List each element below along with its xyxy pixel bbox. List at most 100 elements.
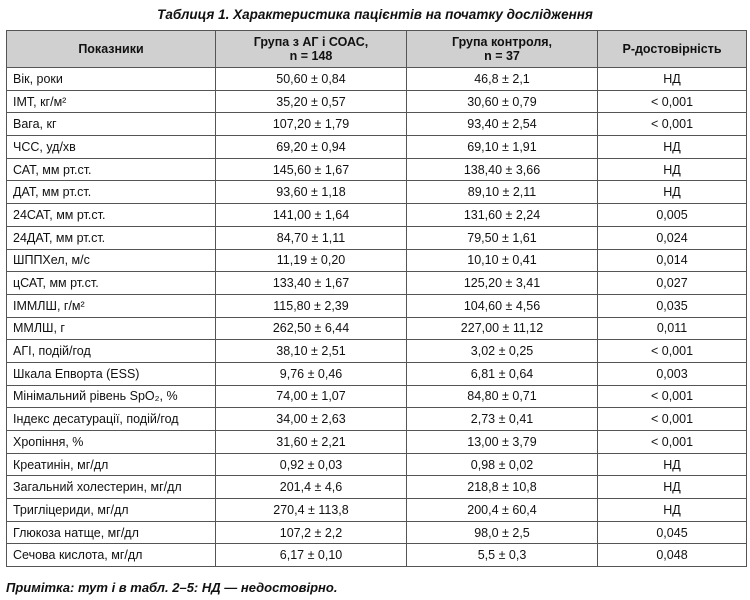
header-group-osa-text: Група з АГ і СОАС, n = 148	[253, 35, 369, 63]
cell-group-control: 2,73 ± 0,41	[406, 407, 598, 431]
cell-indicator: Вага, кг	[6, 112, 216, 137]
cell-group-control: 98,0 ± 2,5	[406, 520, 598, 545]
cell-p-value: < 0,001	[597, 89, 747, 114]
table-row: Глюкоза натще, мг/дл 107,2 ± 2,2 98,0 ± 2,…	[6, 520, 747, 545]
cell-group-control: 10,10 ± 0,41	[406, 248, 598, 273]
cell-indicator: Мінімальний рівень SpO₂, %	[6, 384, 216, 409]
cell-p-value: 0,014	[597, 248, 747, 273]
cell-p-value: 0,003	[597, 361, 747, 386]
cell-indicator: Шкала Епворта (ESS)	[6, 361, 216, 386]
cell-indicator: Загальний холестерин, мг/дл	[6, 475, 216, 500]
cell-indicator: Глюкоза натще, мг/дл	[6, 520, 216, 545]
cell-group-control: 138,40 ± 3,66	[406, 157, 598, 182]
cell-indicator: цСАТ, мм рт.ст.	[6, 271, 216, 295]
cell-group-control: 69,10 ± 1,91	[406, 135, 598, 159]
cell-group-control: 84,80 ± 0,71	[406, 384, 598, 409]
table-row: АГІ, подій/год 38,10 ± 2,51 3,02 ± 0,25 < 0…	[6, 339, 747, 363]
cell-indicator: ММЛШ, г	[6, 316, 216, 341]
cell-group-osa: 107,20 ± 1,79	[215, 112, 407, 137]
cell-p-value: < 0,001	[597, 430, 747, 454]
cell-group-osa: 11,19 ± 0,20	[215, 248, 407, 273]
cell-group-control: 5,5 ± 0,3	[406, 543, 598, 568]
cell-group-osa: 74,00 ± 1,07	[215, 384, 407, 409]
cell-indicator: 24ДАТ, мм рт.ст.	[6, 225, 216, 250]
cell-group-control: 0,98 ± 0,02	[406, 452, 598, 477]
cell-indicator: ДАТ, мм рт.ст.	[6, 180, 216, 205]
table-row: 24САТ, мм рт.ст. 141,00 ± 1,64 131,60 ± 2,…	[6, 203, 747, 227]
table-row: Сечова кислота, мг/дл 6,17 ± 0,10 5,5 ± 0,…	[6, 543, 747, 568]
table-row: ЧСС, уд/хв 69,20 ± 0,94 69,10 ± 1,91 НД	[6, 135, 747, 159]
cell-group-control: 89,10 ± 2,11	[406, 180, 598, 205]
table-row: 24ДАТ, мм рт.ст. 84,70 ± 1,11 79,50 ± 1,61…	[6, 225, 747, 250]
cell-indicator: ІМТ, кг/м²	[6, 89, 216, 114]
cell-p-value: 0,027	[597, 271, 747, 295]
table-caption: Таблиця 1. Характеристика пацієнтів на п…	[157, 7, 593, 22]
table-row: Хропіння, % 31,60 ± 2,21 13,00 ± 3,79 < 0,0…	[6, 430, 747, 454]
table-row: Шкала Епворта (ESS) 9,76 ± 0,46 6,81 ± 0,6…	[6, 361, 747, 386]
table-row: ШППХел, м/с 11,19 ± 0,20 10,10 ± 0,41 0,014	[6, 248, 747, 273]
table-row: Загальний холестерин, мг/дл 201,4 ± 4,6 21…	[6, 475, 747, 500]
cell-group-osa: 50,60 ± 0,84	[215, 67, 407, 91]
cell-group-control: 93,40 ± 2,54	[406, 112, 598, 137]
cell-p-value: 0,024	[597, 225, 747, 250]
cell-p-value: НД	[597, 135, 747, 159]
table-row: ММЛШ, г 262,50 ± 6,44 227,00 ± 11,12 0,011	[6, 316, 747, 341]
cell-p-value: 0,045	[597, 520, 747, 545]
header-group-osa: Група з АГ і СОАС, n = 148	[215, 30, 407, 68]
cell-group-osa: 84,70 ± 1,11	[215, 225, 407, 250]
cell-group-osa: 107,2 ± 2,2	[215, 520, 407, 545]
cell-group-control: 227,00 ± 11,12	[406, 316, 598, 341]
cell-p-value: 0,005	[597, 203, 747, 227]
cell-p-value: < 0,001	[597, 339, 747, 363]
cell-p-value: НД	[597, 157, 747, 182]
table-row: САТ, мм рт.ст. 145,60 ± 1,67 138,40 ± 3,66…	[6, 157, 747, 182]
table-row: ІММЛШ, г/м² 115,80 ± 2,39 104,60 ± 4,56 0,0…	[6, 293, 747, 318]
cell-p-value: < 0,001	[597, 407, 747, 431]
table-row: Тригліцериди, мг/дл 270,4 ± 113,8 200,4 ± …	[6, 498, 747, 522]
cell-p-value: НД	[597, 498, 747, 522]
cell-group-osa: 0,92 ± 0,03	[215, 452, 407, 477]
cell-group-osa: 270,4 ± 113,8	[215, 498, 407, 522]
header-indicators: Показники	[6, 30, 216, 68]
cell-p-value: НД	[597, 67, 747, 91]
header-group-control: Група контроля, n = 37	[406, 30, 598, 68]
cell-p-value: 0,011	[597, 316, 747, 341]
cell-indicator: Креатинін, мг/дл	[6, 452, 216, 477]
table-footnote: Примітка: тут і в табл. 2–5: НД — недост…	[6, 580, 338, 595]
cell-indicator: 24САТ, мм рт.ст.	[6, 203, 216, 227]
cell-p-value: 0,048	[597, 543, 747, 568]
cell-indicator: ШППХел, м/с	[6, 248, 216, 273]
cell-indicator: Вік, роки	[6, 67, 216, 91]
cell-group-control: 200,4 ± 60,4	[406, 498, 598, 522]
cell-p-value: 0,035	[597, 293, 747, 318]
table-header-row: Показники Група з АГ і СОАС, n = 148 Гру…	[6, 30, 747, 68]
cell-group-osa: 115,80 ± 2,39	[215, 293, 407, 318]
cell-indicator: Сечова кислота, мг/дл	[6, 543, 216, 568]
cell-p-value: НД	[597, 180, 747, 205]
cell-group-control: 6,81 ± 0,64	[406, 361, 598, 386]
table-row: ДАТ, мм рт.ст. 93,60 ± 1,18 89,10 ± 2,11 НД	[6, 180, 747, 205]
cell-group-control: 3,02 ± 0,25	[406, 339, 598, 363]
header-group-control-text: Група контроля, n = 37	[451, 35, 553, 63]
cell-group-osa: 38,10 ± 2,51	[215, 339, 407, 363]
header-p-value: Р-достовірність	[597, 30, 747, 68]
cell-indicator: Індекс десатурації, подій/год	[6, 407, 216, 431]
table-body: Вік, роки 50,60 ± 0,84 46,8 ± 2,1 НД ІМТ, кг…	[6, 67, 747, 568]
cell-indicator: Хропіння, %	[6, 430, 216, 454]
table-row: Вік, роки 50,60 ± 0,84 46,8 ± 2,1 НД	[6, 67, 747, 91]
cell-group-control: 125,20 ± 3,41	[406, 271, 598, 295]
cell-group-osa: 35,20 ± 0,57	[215, 89, 407, 114]
cell-group-osa: 6,17 ± 0,10	[215, 543, 407, 568]
patient-characteristics-table: Показники Група з АГ і СОАС, n = 148 Гру…	[6, 30, 747, 568]
cell-group-control: 79,50 ± 1,61	[406, 225, 598, 250]
cell-group-osa: 133,40 ± 1,67	[215, 271, 407, 295]
cell-group-osa: 31,60 ± 2,21	[215, 430, 407, 454]
cell-indicator: Тригліцериди, мг/дл	[6, 498, 216, 522]
table-row: Вага, кг 107,20 ± 1,79 93,40 ± 2,54 < 0,001	[6, 112, 747, 137]
cell-group-control: 13,00 ± 3,79	[406, 430, 598, 454]
cell-group-osa: 145,60 ± 1,67	[215, 157, 407, 182]
table-row: Мінімальний рівень SpO₂, % 74,00 ± 1,07 84…	[6, 384, 747, 409]
cell-group-osa: 262,50 ± 6,44	[215, 316, 407, 341]
cell-group-control: 104,60 ± 4,56	[406, 293, 598, 318]
cell-indicator: ІММЛШ, г/м²	[6, 293, 216, 318]
